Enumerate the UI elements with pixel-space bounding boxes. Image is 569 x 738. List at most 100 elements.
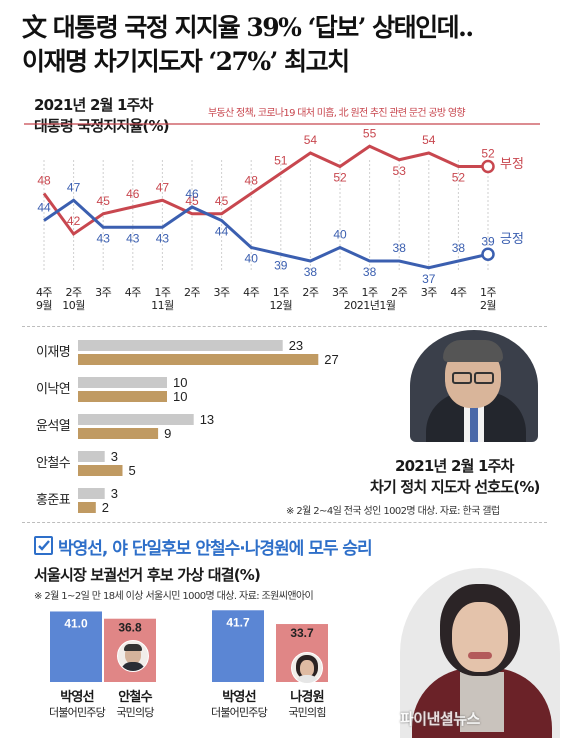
bar-value: 10 xyxy=(173,375,187,390)
data-label: 48 xyxy=(245,174,259,188)
data-label: 38 xyxy=(452,241,466,255)
x-tick-label: 4주 xyxy=(450,286,466,299)
park-portrait xyxy=(400,568,560,738)
data-point xyxy=(481,159,495,174)
data-label: 47 xyxy=(156,180,170,194)
data-label: 39 xyxy=(481,234,495,248)
bar-value: 3 xyxy=(111,449,118,464)
check-icon xyxy=(34,536,53,555)
matchup1-a-name: 박영선 xyxy=(60,690,94,705)
matchup2-b-party: 국민의힘 xyxy=(288,706,326,719)
x-tick-label: 2주 xyxy=(391,286,407,299)
matchup-value: 36.8 xyxy=(118,621,142,635)
seoul-banner: 박영선, 야 단일후보 안철수·나경원에 모두 승리 xyxy=(58,539,373,559)
x-tick-label: 3주 xyxy=(214,286,230,299)
bar xyxy=(78,428,159,439)
candidates-source: ※ 2월 2~4일 전국 성인 1002명 대상. 자료: 한국 갤럽 xyxy=(286,506,500,517)
candidate-name: 윤석열 xyxy=(36,419,70,434)
bar xyxy=(78,340,283,351)
x-tick-label: 3주 xyxy=(332,286,348,299)
matchup-value: 41.7 xyxy=(226,615,250,629)
x-tick-label: 2021년1월 xyxy=(344,299,396,312)
matchup1-a-party: 더불어민주당 xyxy=(49,706,106,719)
matchup-bar xyxy=(50,611,102,682)
bar xyxy=(78,377,167,388)
data-label: 53 xyxy=(393,164,407,178)
data-label: 52 xyxy=(481,147,495,161)
matchup2-b-name: 나경원 xyxy=(290,690,324,705)
data-label: 43 xyxy=(156,231,170,245)
data-label: 45 xyxy=(215,194,229,208)
data-label: 44 xyxy=(37,201,51,215)
x-tick-label: 9월 xyxy=(36,299,52,312)
data-label: 38 xyxy=(393,241,407,255)
negative-series-label: 부정 xyxy=(500,157,524,172)
data-label: 43 xyxy=(126,231,140,245)
bar xyxy=(78,488,105,499)
data-label: 42 xyxy=(67,214,81,228)
seoul-source: ※ 2월 1~2일 만 18세 이상 서울시민 1000명 대상. 자료: 조원… xyxy=(34,591,314,602)
data-label: 44 xyxy=(215,225,229,239)
x-tick-label: 2주 xyxy=(184,286,200,299)
candidate-name: 안철수 xyxy=(36,456,71,471)
data-label: 38 xyxy=(363,265,377,279)
x-tick-label: 2주 xyxy=(302,286,318,299)
data-label: 52 xyxy=(452,171,466,185)
matchup-value: 33.7 xyxy=(290,626,314,640)
section-divider xyxy=(22,326,547,327)
data-label: 37 xyxy=(422,272,436,286)
matchup1-b-party: 국민의당 xyxy=(116,706,154,719)
bar-value: 2 xyxy=(102,500,109,515)
approval-annotation: 부동산 정책, 코로나19 대처 미흡, 北 원전 추진 관련 문건 공방 영향 xyxy=(208,108,466,119)
candidate-name: 이낙연 xyxy=(36,382,70,397)
bar-value: 27 xyxy=(324,352,338,367)
bar xyxy=(78,451,105,462)
data-label: 38 xyxy=(304,265,318,279)
bar-value: 13 xyxy=(200,412,214,427)
x-tick-label: 3주 xyxy=(421,286,437,299)
x-tick-label: 1주 xyxy=(154,286,170,299)
candidate-name: 이재명 xyxy=(36,345,70,360)
section-divider-2 xyxy=(22,522,547,523)
data-label: 48 xyxy=(37,174,51,188)
matchup1-b-name: 안철수 xyxy=(118,690,152,705)
data-label: 43 xyxy=(97,231,111,245)
x-tick-label: 1주 xyxy=(480,286,496,299)
positive-series-label: 긍정 xyxy=(500,232,524,247)
data-label: 55 xyxy=(363,126,377,140)
watermark: 파이낸셜뉴스 xyxy=(400,710,480,728)
x-tick-label: 4주 xyxy=(243,286,259,299)
series-line-positive xyxy=(43,198,489,270)
approval-title: 대통령 국정지지율(%) xyxy=(34,117,170,135)
bar xyxy=(78,414,194,425)
data-label: 45 xyxy=(97,194,111,208)
data-label: 40 xyxy=(333,228,347,242)
data-label: 51 xyxy=(274,153,288,167)
bar-value: 10 xyxy=(173,389,187,404)
matchup-bar xyxy=(212,610,264,682)
data-point xyxy=(481,247,495,261)
x-tick-label: 10월 xyxy=(62,299,85,312)
data-label: 39 xyxy=(274,258,288,272)
bar xyxy=(78,465,123,476)
candidates-date-label: 2021년 2월 1주차 xyxy=(395,457,514,475)
seoul-title: 서울시장 보궐선거 후보 가상 대결(%) xyxy=(34,566,261,584)
bar-value: 3 xyxy=(111,486,118,501)
bar-value: 23 xyxy=(289,338,303,353)
bar xyxy=(78,391,167,402)
data-label: 45 xyxy=(185,194,199,208)
x-tick-label: 2주 xyxy=(66,286,82,299)
candidate-avatar-na xyxy=(291,652,323,684)
x-tick-label: 11월 xyxy=(151,299,174,312)
series-line-negative xyxy=(42,144,488,237)
bar-value: 9 xyxy=(164,426,171,441)
x-tick-label: 3주 xyxy=(95,286,111,299)
x-tick-label: 1주 xyxy=(273,286,289,299)
x-tick-label: 2월 xyxy=(480,299,496,312)
x-tick-label: 1주 xyxy=(362,286,378,299)
candidates-title: 차기 정치 지도자 선호도(%) xyxy=(370,478,540,496)
data-label: 46 xyxy=(126,187,140,201)
bar-value: 5 xyxy=(129,463,136,478)
